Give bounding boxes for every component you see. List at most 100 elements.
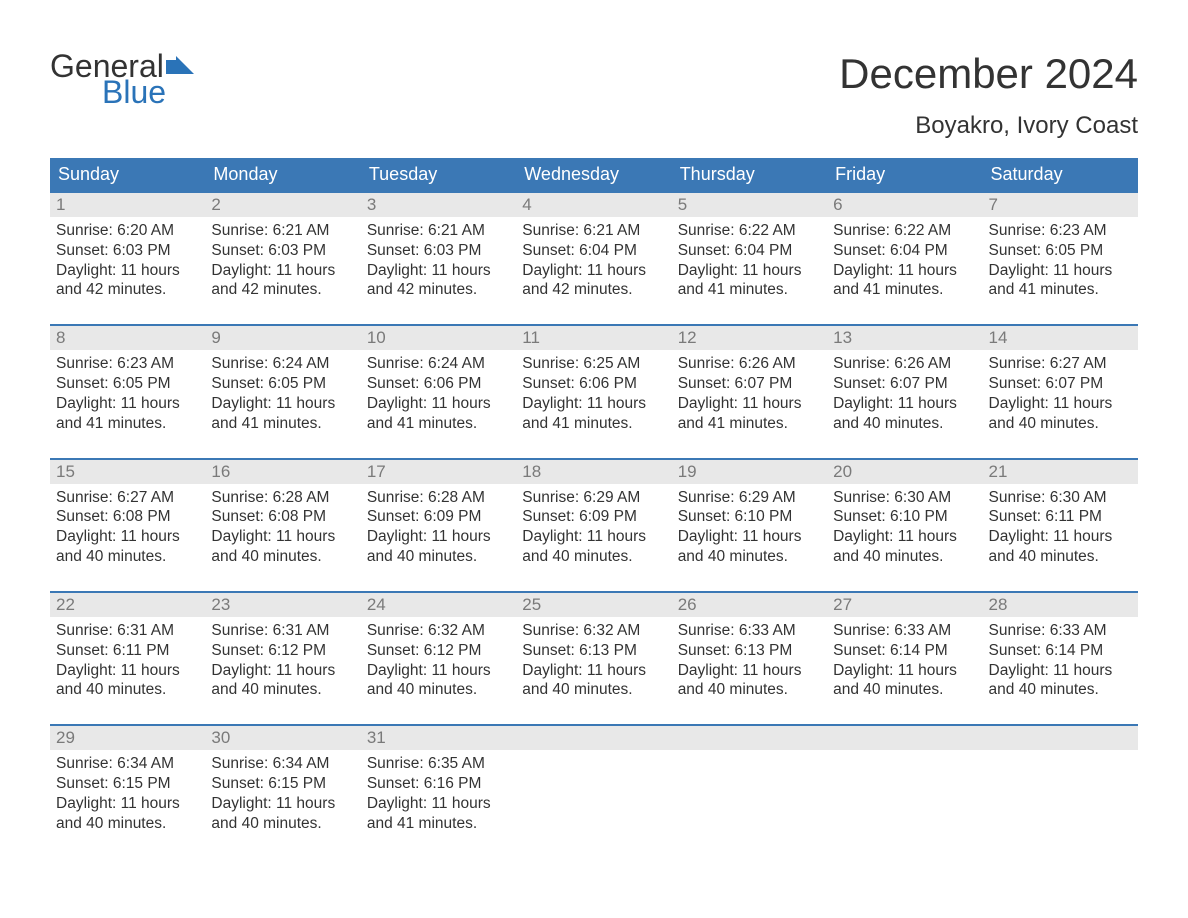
day-cell: Sunrise: 6:22 AMSunset: 6:04 PMDaylight:… — [827, 217, 982, 304]
sunrise-line: Sunrise: 6:21 AM — [522, 221, 665, 241]
sunset-line: Sunset: 6:06 PM — [367, 374, 510, 394]
day-cell: Sunrise: 6:23 AMSunset: 6:05 PMDaylight:… — [983, 217, 1138, 304]
sunrise-line: Sunrise: 6:29 AM — [678, 488, 821, 508]
sunrise-line: Sunrise: 6:30 AM — [833, 488, 976, 508]
logo-flag-icon — [166, 56, 194, 78]
dow-sunday: Sunday — [50, 158, 205, 191]
day-cell: Sunrise: 6:28 AMSunset: 6:08 PMDaylight:… — [205, 484, 360, 571]
sunset-line: Sunset: 6:06 PM — [522, 374, 665, 394]
day-cell: Sunrise: 6:29 AMSunset: 6:10 PMDaylight:… — [672, 484, 827, 571]
daylight-line: Daylight: 11 hours and 40 minutes. — [211, 661, 354, 701]
sunset-line: Sunset: 6:04 PM — [678, 241, 821, 261]
sunrise-line: Sunrise: 6:21 AM — [211, 221, 354, 241]
day-cell: Sunrise: 6:21 AMSunset: 6:04 PMDaylight:… — [516, 217, 671, 304]
sunrise-line: Sunrise: 6:30 AM — [989, 488, 1132, 508]
day-cell: Sunrise: 6:30 AMSunset: 6:10 PMDaylight:… — [827, 484, 982, 571]
daylight-line: Daylight: 11 hours and 40 minutes. — [833, 661, 976, 701]
month-title: December 2024 — [839, 50, 1138, 98]
daylight-line: Daylight: 11 hours and 40 minutes. — [989, 527, 1132, 567]
daylight-line: Daylight: 11 hours and 42 minutes. — [211, 261, 354, 301]
day-number: 25 — [516, 593, 671, 617]
day-number: 7 — [983, 193, 1138, 217]
day-number: 22 — [50, 593, 205, 617]
day-number: 29 — [50, 726, 205, 750]
sunrise-line: Sunrise: 6:28 AM — [367, 488, 510, 508]
sunset-line: Sunset: 6:08 PM — [211, 507, 354, 527]
sunset-line: Sunset: 6:04 PM — [522, 241, 665, 261]
day-cell — [983, 750, 1138, 837]
sunset-line: Sunset: 6:03 PM — [56, 241, 199, 261]
daylight-line: Daylight: 11 hours and 40 minutes. — [56, 794, 199, 834]
day-number — [983, 726, 1138, 750]
sunrise-line: Sunrise: 6:24 AM — [367, 354, 510, 374]
sunrise-line: Sunrise: 6:26 AM — [833, 354, 976, 374]
day-cell: Sunrise: 6:27 AMSunset: 6:07 PMDaylight:… — [983, 350, 1138, 437]
sunrise-line: Sunrise: 6:29 AM — [522, 488, 665, 508]
logo: General Blue — [50, 50, 194, 108]
daylight-line: Daylight: 11 hours and 41 minutes. — [522, 394, 665, 434]
sunrise-line: Sunrise: 6:21 AM — [367, 221, 510, 241]
sunrise-line: Sunrise: 6:33 AM — [989, 621, 1132, 641]
day-number-row: 22232425262728 — [50, 593, 1138, 617]
day-cell — [827, 750, 982, 837]
day-cell: Sunrise: 6:23 AMSunset: 6:05 PMDaylight:… — [50, 350, 205, 437]
sunset-line: Sunset: 6:12 PM — [211, 641, 354, 661]
day-number: 14 — [983, 326, 1138, 350]
day-number: 1 — [50, 193, 205, 217]
day-number — [827, 726, 982, 750]
sunset-line: Sunset: 6:12 PM — [367, 641, 510, 661]
sunset-line: Sunset: 6:09 PM — [367, 507, 510, 527]
day-cell: Sunrise: 6:33 AMSunset: 6:14 PMDaylight:… — [983, 617, 1138, 704]
calendar-week: 293031Sunrise: 6:34 AMSunset: 6:15 PMDay… — [50, 724, 1138, 837]
sunset-line: Sunset: 6:15 PM — [56, 774, 199, 794]
daylight-line: Daylight: 11 hours and 42 minutes. — [522, 261, 665, 301]
daylight-line: Daylight: 11 hours and 40 minutes. — [56, 527, 199, 567]
day-number: 2 — [205, 193, 360, 217]
sunset-line: Sunset: 6:10 PM — [833, 507, 976, 527]
sunset-line: Sunset: 6:07 PM — [833, 374, 976, 394]
daylight-line: Daylight: 11 hours and 40 minutes. — [522, 661, 665, 701]
location-subtitle: Boyakro, Ivory Coast — [839, 112, 1138, 140]
day-body-row: Sunrise: 6:27 AMSunset: 6:08 PMDaylight:… — [50, 484, 1138, 571]
daylight-line: Daylight: 11 hours and 40 minutes. — [989, 394, 1132, 434]
daylight-line: Daylight: 11 hours and 41 minutes. — [678, 394, 821, 434]
sunrise-line: Sunrise: 6:34 AM — [211, 754, 354, 774]
daylight-line: Daylight: 11 hours and 40 minutes. — [989, 661, 1132, 701]
dow-friday: Friday — [827, 158, 982, 191]
logo-text-blue: Blue — [102, 76, 194, 108]
day-of-week-header: Sunday Monday Tuesday Wednesday Thursday… — [50, 158, 1138, 191]
daylight-line: Daylight: 11 hours and 40 minutes. — [678, 527, 821, 567]
day-body-row: Sunrise: 6:20 AMSunset: 6:03 PM Daylight:… — [50, 217, 1138, 304]
day-cell: Sunrise: 6:34 AMSunset: 6:15 PMDaylight:… — [50, 750, 205, 837]
day-number: 5 — [672, 193, 827, 217]
sunset-line: Sunset: 6:11 PM — [989, 507, 1132, 527]
sunset-line: Sunset: 6:05 PM — [989, 241, 1132, 261]
sunrise-line: Sunrise: 6:24 AM — [211, 354, 354, 374]
day-cell: Sunrise: 6:22 AMSunset: 6:04 PMDaylight:… — [672, 217, 827, 304]
sunrise-line: Sunrise: 6:23 AM — [989, 221, 1132, 241]
day-cell: Sunrise: 6:30 AMSunset: 6:11 PMDaylight:… — [983, 484, 1138, 571]
daylight-line: Daylight: 11 hours and 41 minutes. — [833, 261, 976, 301]
sunrise-line: Sunrise: 6:32 AM — [522, 621, 665, 641]
calendar-week: 22232425262728Sunrise: 6:31 AMSunset: 6:… — [50, 591, 1138, 704]
daylight-line: Daylight: 11 hours and 41 minutes. — [989, 261, 1132, 301]
sunset-line: Sunset: 6:11 PM — [56, 641, 199, 661]
day-number — [516, 726, 671, 750]
sunrise-line: Sunrise: 6:23 AM — [56, 354, 199, 374]
day-number: 13 — [827, 326, 982, 350]
day-cell: Sunrise: 6:31 AMSunset: 6:12 PMDaylight:… — [205, 617, 360, 704]
sunset-line: Sunset: 6:13 PM — [522, 641, 665, 661]
sunrise-line: Sunrise: 6:20 AM — [56, 221, 199, 241]
day-cell: Sunrise: 6:24 AMSunset: 6:05 PMDaylight:… — [205, 350, 360, 437]
dow-thursday: Thursday — [672, 158, 827, 191]
day-number: 23 — [205, 593, 360, 617]
sunset-line: Sunset: 6:14 PM — [833, 641, 976, 661]
daylight-line: Daylight: 11 hours and 40 minutes. — [678, 661, 821, 701]
sunrise-line: Sunrise: 6:22 AM — [833, 221, 976, 241]
sunrise-line: Sunrise: 6:32 AM — [367, 621, 510, 641]
calendar-grid: Sunday Monday Tuesday Wednesday Thursday… — [50, 158, 1138, 838]
sunset-line: Sunset: 6:09 PM — [522, 507, 665, 527]
daylight-line: Daylight: 11 hours and 41 minutes. — [678, 261, 821, 301]
calendar-week: 1234567Sunrise: 6:20 AMSunset: 6:03 PMDa… — [50, 191, 1138, 304]
day-number — [672, 726, 827, 750]
